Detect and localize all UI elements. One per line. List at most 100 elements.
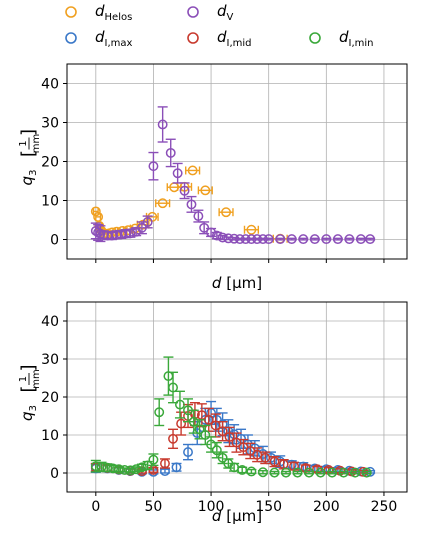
top-point-v-33: [286, 234, 297, 245]
top-yaxis-bracket-left: [: [18, 150, 39, 157]
legend-sub-i-mid: I,mid: [227, 38, 252, 49]
bottom-point-i-min-26: [257, 467, 268, 478]
legend-label-i-min: dI,min: [339, 28, 374, 49]
legend-marker-v: [187, 6, 199, 18]
bottom-xtick-label-0: 0: [91, 499, 100, 515]
top-point-v-9: [125, 228, 136, 239]
bottom-point-i-min-28: [281, 467, 291, 478]
legend-marker-i-max: [65, 32, 77, 44]
legend-label-v: dV: [217, 2, 234, 23]
bottom-xtick-label-50: 50: [145, 499, 163, 515]
bottom-yaxis-bracket-left: [: [18, 385, 39, 392]
bottom-xtick-label-100: 100: [198, 499, 225, 515]
legend-marker-helos: [65, 6, 77, 18]
legend-sub-helos: Helos: [105, 12, 133, 23]
bottom-xtick-label-150: 150: [255, 499, 282, 515]
top-point-v-40: [365, 234, 376, 245]
top-yaxis-unit-numerator: 1: [18, 140, 29, 146]
bottom-point-i-mid-20: [260, 452, 271, 463]
bottom-point-i-min-1: [96, 461, 107, 472]
bottom-point-i-min-30: [304, 467, 314, 478]
legend-label-i-mid: dI,mid: [217, 28, 252, 49]
top-yaxis-unit-denominator: mm: [31, 134, 42, 153]
bottom-point-i-mid-12: [203, 414, 214, 425]
top-point-v-37: [332, 234, 343, 245]
top-point-v-18: [186, 199, 197, 210]
bottom-point-i-min-0: [90, 461, 101, 472]
top-point-helos-13: [157, 198, 168, 209]
bottom-yaxis-unit-numerator: 1: [18, 376, 29, 382]
bottom-point-i-mid-8: [176, 418, 187, 429]
bottom-xtick-label-250: 250: [371, 499, 398, 515]
bottom-point-i-min-5: [119, 465, 130, 475]
legend-label-i-max: dI,max: [95, 28, 133, 49]
bottom-ytick-label-0: 0: [50, 466, 59, 482]
bottom-point-i-min-25: [246, 466, 257, 477]
bottom-point-i-min-32: [327, 467, 338, 478]
top-point-v-32: [275, 234, 286, 245]
bottom-point-i-min-17: [194, 424, 205, 435]
top-point-v-19: [193, 211, 204, 222]
top-xaxis-label: d [µm]: [212, 274, 262, 292]
top-series-v: [90, 106, 376, 245]
top-ytick-label-10: 10: [41, 194, 59, 210]
bottom-series-i-min: [90, 356, 372, 478]
bottom-yaxis-unit-denominator: mm: [31, 369, 42, 388]
bottom-ytick-label-20: 20: [41, 390, 59, 406]
bottom-point-i-min-24: [237, 465, 248, 475]
top-point-v-15: [165, 147, 176, 158]
top-point-v-26: [234, 234, 245, 245]
bottom-point-i-min-31: [315, 467, 326, 478]
bottom-point-i-min-8: [136, 462, 147, 473]
top-point-v-39: [355, 234, 366, 245]
bottom-point-i-min-11: [154, 407, 165, 418]
top-point-v-17: [179, 185, 190, 196]
bottom-point-i-mid-14: [217, 426, 228, 437]
legend: dHelos dV dI,max dI,mid dI,min: [65, 2, 374, 49]
legend-sub-i-min: I,min: [349, 38, 374, 49]
top-point-v-20: [199, 222, 210, 233]
top-point-v-13: [148, 161, 159, 172]
top-point-v-29: [252, 234, 263, 245]
bottom-point-i-min-13: [168, 382, 178, 393]
bottom-point-i-min-14: [174, 399, 185, 410]
top-yaxis-label-sub: 3: [28, 170, 39, 176]
bottom-point-i-mid-15: [224, 431, 235, 442]
bottom-yaxis-label-symbol: q: [18, 411, 36, 421]
top-point-v-35: [309, 234, 320, 245]
top-ytick-label-30: 30: [41, 116, 59, 132]
top-point-v-36: [321, 234, 332, 245]
bottom-point-i-min-34: [350, 467, 361, 478]
top-ytick-label-0: 0: [50, 233, 59, 249]
legend-sub-v: V: [227, 12, 234, 23]
top-yaxis-label-symbol: q: [18, 176, 36, 186]
bottom-ytick-label-30: 30: [41, 352, 59, 368]
bottom-point-i-mid-6: [160, 458, 170, 469]
legend-marker-i-min: [309, 32, 321, 44]
top-point-v-14: [157, 119, 168, 130]
top-point-v-28: [246, 234, 257, 245]
top-yaxis-label: q3 [1 mm]: [18, 129, 42, 185]
top-ytick-label-20: 20: [41, 155, 59, 171]
bottom-xaxis-label-name: d: [212, 507, 226, 525]
top-point-v-31: [263, 234, 274, 245]
top-point-v-30: [257, 234, 268, 245]
top-point-helos-18: [221, 207, 232, 218]
bottom-point-i-mid-13: [210, 420, 221, 431]
bottom-panel: 0 50 100 150 200 250 0 10 20 30 40 d [µm] q3 [1 mm]: [18, 301, 408, 525]
top-point-v-12: [142, 217, 153, 227]
top-point-v-27: [240, 234, 251, 245]
bottom-point-i-min-3: [108, 463, 119, 474]
bottom-xaxis-label: d [µm]: [212, 507, 262, 525]
bottom-yaxis-bracket-right: ]: [18, 364, 39, 371]
legend-label-helos: dHelos: [95, 2, 132, 23]
top-point-helos-16: [187, 165, 198, 176]
bottom-point-i-min-19: [206, 439, 217, 450]
legend-sub-i-max: I,max: [105, 38, 133, 49]
top-panel: 0 10 20 30 40 d [µm] q3 [1 mm]: [18, 63, 408, 292]
bottom-point-i-min-20: [211, 445, 222, 456]
top-ytick-label-40: 40: [41, 77, 59, 93]
bottom-point-i-min-10: [148, 454, 159, 465]
bottom-xtick-label-200: 200: [313, 499, 340, 515]
